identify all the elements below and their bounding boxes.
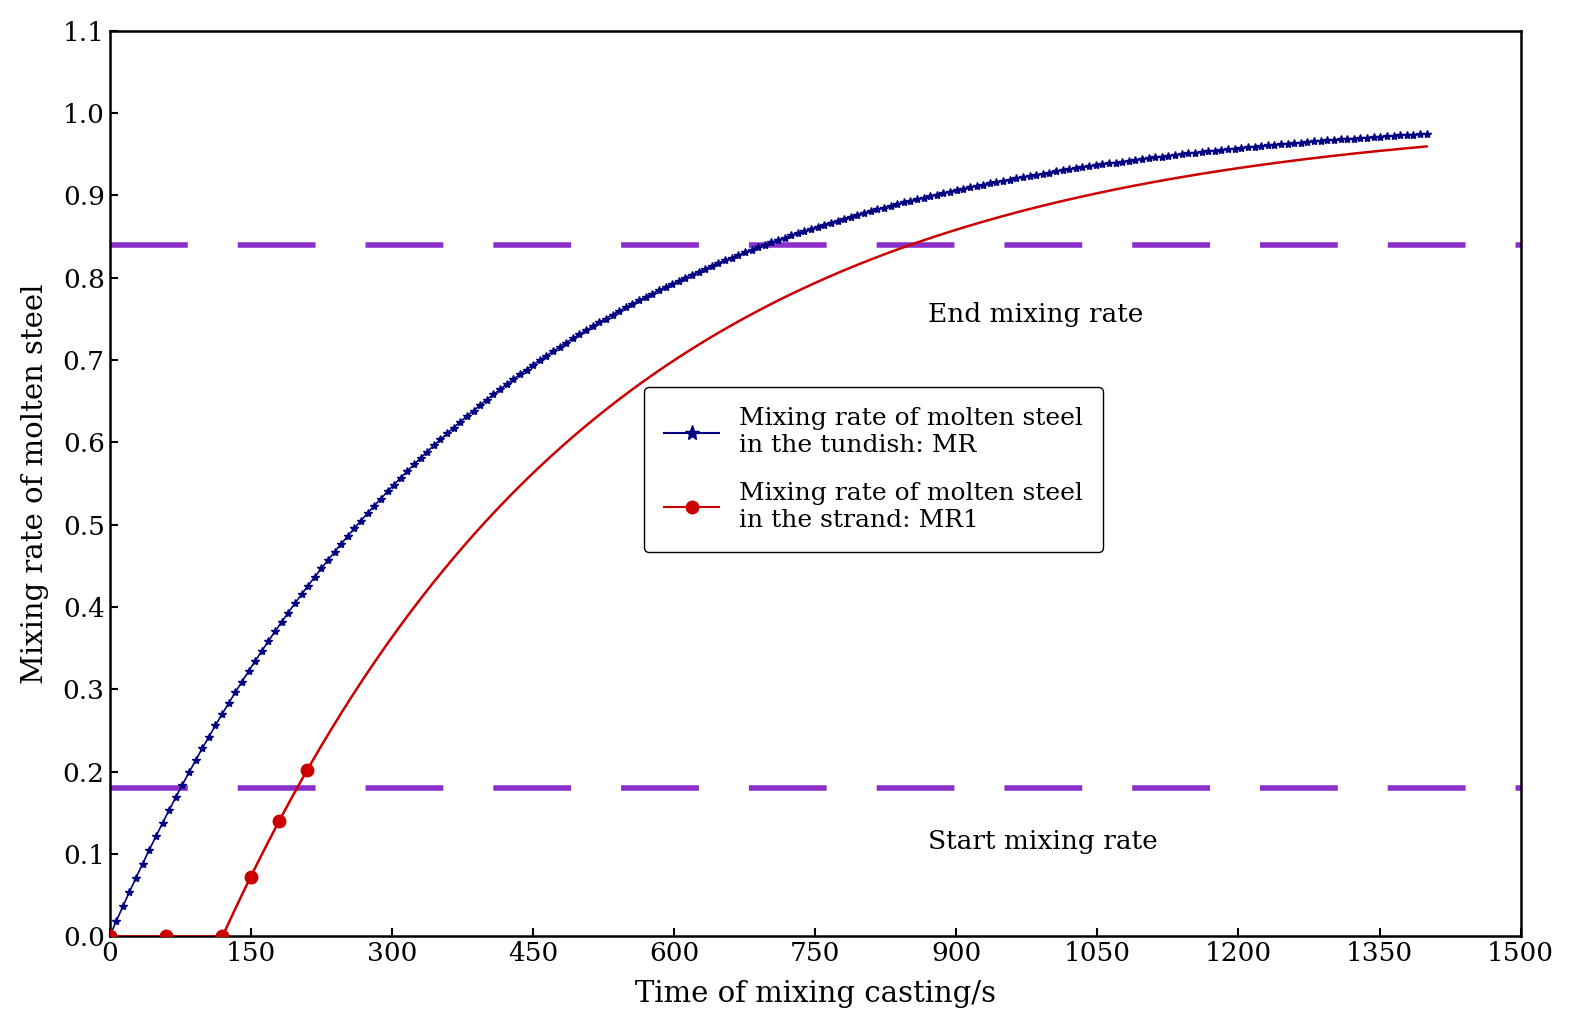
Text: End mixing rate: End mixing rate <box>928 303 1143 327</box>
Y-axis label: Mixing rate of molten steel: Mixing rate of molten steel <box>20 283 49 684</box>
X-axis label: Time of mixing casting/s: Time of mixing casting/s <box>635 981 995 1008</box>
Legend: Mixing rate of molten steel
in the tundish: MR, Mixing rate of molten steel
in t: Mixing rate of molten steel in the tundi… <box>644 388 1102 552</box>
Text: Start mixing rate: Start mixing rate <box>928 829 1158 854</box>
